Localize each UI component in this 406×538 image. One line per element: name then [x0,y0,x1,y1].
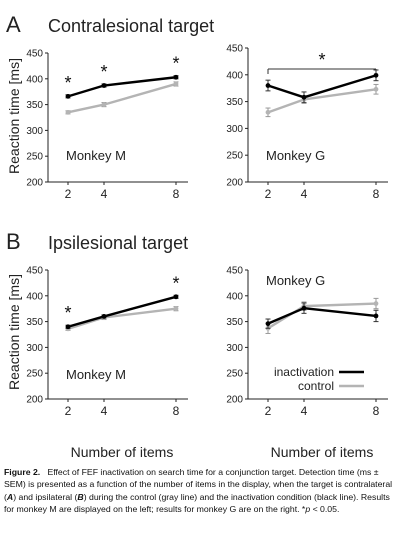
data-point-control [265,109,271,115]
y-tick-label: 450 [26,266,43,277]
significance-star: * [100,62,107,82]
panel-title-b: Ipsilesional target [48,233,188,253]
monkey-label: Monkey M [66,367,126,382]
y-tick-label: 250 [26,152,43,163]
y-tick-label: 350 [26,317,43,328]
y-tick-label: 200 [226,395,243,406]
monkey-label: Monkey G [266,273,325,288]
x-tick-label: 8 [173,404,180,418]
caption-ref-a: A [6,491,14,502]
y-tick-label: 200 [26,178,43,189]
data-point-inactivation [265,321,271,327]
x-tick-label: 8 [173,187,180,201]
x-axis-label-right: Number of items [271,444,374,460]
x-tick-label: 8 [373,187,380,201]
data-point-inactivation [101,314,107,319]
monkey-label: Monkey G [266,148,325,163]
data-point-inactivation [301,94,307,100]
data-point-control [101,102,107,107]
y-tick-label: 200 [26,395,43,406]
panel-title-a: Contralesional target [48,16,214,36]
x-tick-label: 4 [101,404,108,418]
caption-p: p [305,504,311,515]
data-point-inactivation [65,324,71,330]
y-tick-label: 200 [226,178,243,189]
data-point-control [173,306,179,312]
figure-canvas: A Contralesional target B Ipsilesional t… [6,12,388,460]
y-tick-label: 250 [226,369,243,380]
data-point-inactivation [65,93,71,99]
caption-text-2: ) and ipsilateral ( [13,491,78,502]
x-tick-label: 2 [65,404,72,418]
significance-star: * [172,54,179,74]
x-tick-label: 4 [101,187,108,201]
chart-1: 200 250 300 350 400 450 2 4 8 * * * Monkey M [26,49,188,201]
data-point-inactivation [373,72,379,78]
y-tick-label: 300 [226,343,243,354]
y-tick-label: 450 [226,44,243,55]
caption-text-3: ) during the control (gray line) and the… [4,491,390,515]
chart-3: 200 250 300 350 400 450 2 4 8 * * Monkey M [26,266,188,418]
monkey-label: Monkey M [66,148,126,163]
data-point-inactivation [301,305,307,311]
significance-star: * [172,273,179,293]
y-tick-label: 450 [26,49,43,60]
x-tick-label: 8 [373,404,380,418]
y-tick-label: 250 [226,151,243,162]
y-tick-label: 400 [226,70,243,81]
panel-letter-b: B [6,229,21,254]
caption-text-4: < 0.05. [310,504,340,515]
y-tick-label: 400 [26,291,43,302]
series-line-control [67,82,177,114]
legend: inactivation control [274,365,364,393]
plots: 200 250 300 350 400 450 2 4 8 * * * Monkey M 200 250 30… [26,44,388,418]
significance-star: * [318,50,325,70]
data-point-control [373,301,379,306]
figure-caption: Figure 2. Effect of FEF inactivation on … [4,466,402,516]
significance-star: * [64,303,71,323]
y-tick-label: 400 [26,74,43,85]
data-point-control [173,81,179,87]
series-line-inactivation [67,76,177,98]
y-tick-label: 300 [226,124,243,135]
x-tick-label: 2 [265,404,272,418]
y-tick-label: 450 [226,266,243,277]
data-point-inactivation [101,83,107,88]
legend-label-control: control [298,379,334,393]
series-line-inactivation [267,74,377,99]
y-axis-label-a: Reaction time [ms] [6,58,22,174]
data-point-inactivation [265,83,271,88]
x-tick-label: 2 [265,187,272,201]
y-tick-label: 300 [26,126,43,137]
chart-2: 200 250 300 350 400 450 2 4 8 * Monkey G [226,44,388,201]
chart-4: 200 250 300 350 400 450 2 4 8 Monkey G [226,266,388,418]
y-tick-label: 350 [226,97,243,108]
data-point-inactivation [173,74,179,80]
x-axis-label-left: Number of items [71,444,174,460]
series-line-inactivation [267,306,377,325]
significance-star: * [64,73,71,93]
data-point-inactivation [173,294,179,300]
data-point-control [373,86,379,92]
data-point-control [65,109,71,115]
y-tick-label: 250 [26,369,43,380]
x-tick-label: 4 [301,404,308,418]
caption-label: Figure 2. [4,467,41,477]
y-axis-label-b: Reaction time [ms] [6,274,22,390]
caption-text-1: Effect of FEF inactivation on search tim… [4,467,393,502]
y-tick-label: 400 [226,291,243,302]
data-point-inactivation [373,313,379,319]
x-tick-label: 2 [65,187,72,201]
x-tick-label: 4 [301,187,308,201]
y-tick-label: 300 [26,343,43,354]
y-tick-label: 350 [226,317,243,328]
panel-letter-a: A [6,12,21,37]
y-tick-label: 350 [26,100,43,111]
legend-label-inactivation: inactivation [274,365,334,379]
caption-ref-b: B [77,491,84,502]
